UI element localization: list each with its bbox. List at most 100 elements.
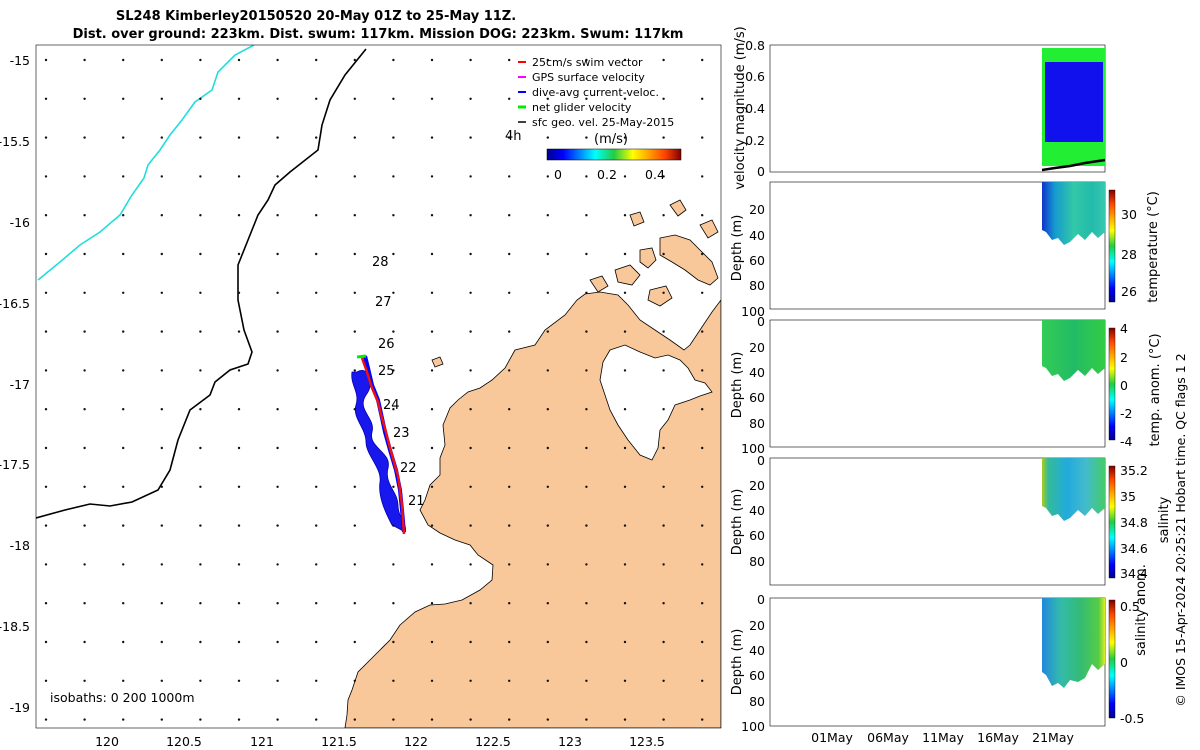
map-frame bbox=[35, 44, 722, 729]
temperature-section bbox=[1042, 182, 1105, 245]
geo-velocity-vector bbox=[83, 485, 86, 488]
temp-anomaly-panel: Depth (m) 0 20 40 60 80 100 -4 -2 0 2 4 bbox=[730, 314, 1133, 456]
geo-velocity-vector bbox=[237, 640, 241, 644]
geo-velocity-vector bbox=[546, 408, 549, 411]
geo-velocity-vector bbox=[122, 214, 125, 217]
geo-velocity-vector bbox=[392, 524, 395, 527]
geo-velocity-vector bbox=[430, 252, 434, 256]
geo-velocity-vector bbox=[508, 291, 511, 294]
geo-velocity-vector bbox=[662, 97, 665, 101]
geo-velocity-vector bbox=[237, 291, 241, 294]
geo-velocity-vector bbox=[623, 252, 627, 256]
geo-velocity-vector bbox=[508, 136, 511, 139]
geo-velocity-vector bbox=[546, 563, 549, 566]
geo-velocity-vector bbox=[199, 175, 202, 178]
geo-velocity-vector bbox=[353, 718, 356, 721]
geo-velocity-vector bbox=[662, 175, 665, 178]
geo-velocity-vector bbox=[315, 640, 318, 644]
geo-velocity-vector bbox=[160, 175, 163, 178]
geo-velocity-vector bbox=[276, 58, 279, 62]
geo-velocity-vector bbox=[353, 214, 356, 217]
geo-velocity-vector bbox=[469, 485, 472, 488]
salinity-anomaly-colorbar-ticks: -0.5 0 0.5 bbox=[1120, 599, 1144, 726]
y-tick: 40 bbox=[749, 228, 765, 243]
geo-velocity-vector bbox=[430, 524, 434, 527]
geo-velocity-vector bbox=[315, 214, 318, 217]
geo-velocity-vector bbox=[276, 97, 279, 101]
geo-velocity-vector bbox=[199, 563, 202, 566]
day-label: 22 bbox=[400, 461, 417, 476]
geo-velocity-vector bbox=[585, 524, 588, 527]
temp-anomaly-clabel: temp. anom. (°C) bbox=[1148, 333, 1163, 446]
geo-velocity-vector bbox=[160, 602, 163, 605]
y-tick: 20 bbox=[749, 618, 765, 633]
time-tick: 16May bbox=[977, 730, 1019, 745]
c-tick: 26 bbox=[1121, 284, 1137, 299]
geo-velocity-vector bbox=[122, 369, 125, 372]
geo-velocity-vector bbox=[430, 97, 434, 101]
geo-velocity-vector bbox=[508, 563, 511, 566]
geo-velocity-vector bbox=[160, 563, 163, 566]
geo-velocity-vector bbox=[392, 602, 395, 605]
y-tick: -15 bbox=[10, 53, 30, 68]
c-tick: 35 bbox=[1120, 489, 1136, 504]
geo-velocity-vector bbox=[83, 679, 86, 682]
geo-velocity-vector bbox=[199, 252, 202, 256]
geo-velocity-vector bbox=[585, 602, 588, 605]
geo-velocity-vector bbox=[83, 291, 86, 294]
y-tick: 0.2 bbox=[745, 133, 765, 148]
geo-velocity-vector bbox=[701, 136, 704, 139]
geo-velocity-vector bbox=[508, 524, 511, 527]
geo-velocity-vector bbox=[469, 58, 472, 62]
geo-velocity-vector bbox=[662, 369, 665, 372]
geo-velocity-vector bbox=[276, 679, 279, 682]
y-tick: 20 bbox=[749, 478, 765, 493]
geo-velocity-vector bbox=[392, 718, 395, 721]
geo-velocity-vector bbox=[160, 446, 163, 450]
time-tick: 06May bbox=[867, 730, 909, 745]
geo-velocity-vector bbox=[508, 718, 511, 721]
geo-velocity-vector bbox=[44, 252, 48, 256]
salinity-anomaly-y-axis: 0 20 40 60 80 100 bbox=[741, 592, 765, 734]
geo-velocity-vector bbox=[469, 252, 472, 256]
y-tick: 40 bbox=[749, 365, 765, 380]
geo-velocity-vector bbox=[585, 718, 588, 721]
legend-label: sfc geo. vel. 25-May-2015 bbox=[532, 116, 674, 129]
geo-velocity-vector bbox=[83, 136, 86, 139]
geo-velocity-vector bbox=[160, 136, 163, 139]
velocity-ylabel: velocity magnitude (m/s) bbox=[733, 26, 748, 189]
geo-velocity-vector bbox=[623, 718, 627, 721]
geo-velocity-vector bbox=[83, 97, 86, 101]
geo-velocity-vector bbox=[83, 214, 86, 217]
x-tick: 122 bbox=[404, 734, 428, 749]
y-tick: 0.8 bbox=[745, 38, 765, 53]
geo-velocity-vector bbox=[469, 214, 472, 217]
geo-velocity-vector bbox=[585, 640, 588, 644]
geo-velocity-vector bbox=[44, 175, 48, 178]
geo-velocity-vector bbox=[508, 97, 511, 101]
geo-velocity-vector bbox=[122, 408, 125, 411]
geo-velocity-vector bbox=[469, 718, 472, 721]
c-tick: -2 bbox=[1120, 406, 1132, 421]
geo-velocity-vector bbox=[546, 602, 549, 605]
time-tick: 21May bbox=[1032, 730, 1074, 745]
geo-velocity-vector bbox=[585, 58, 588, 62]
y-tick: 60 bbox=[749, 390, 765, 405]
geo-velocity-vector bbox=[392, 563, 395, 566]
geo-velocity-vector bbox=[122, 58, 125, 62]
geo-velocity-vector bbox=[430, 679, 434, 682]
geo-velocity-vector bbox=[585, 136, 588, 139]
geo-velocity-vector bbox=[392, 175, 395, 178]
geo-velocity-vector bbox=[662, 291, 665, 294]
dive-current-trace bbox=[1045, 62, 1103, 142]
geo-velocity-vector bbox=[469, 524, 472, 527]
salinity-clabel: salinity bbox=[1157, 496, 1172, 543]
geo-velocity-vector bbox=[160, 640, 163, 644]
geo-velocity-vector bbox=[160, 679, 163, 682]
geo-velocity-vector bbox=[662, 58, 665, 62]
title-line-2: Dist. over ground: 223km. Dist. swum: 11… bbox=[73, 27, 684, 42]
x-tick: 121 bbox=[250, 734, 274, 749]
geo-velocity-vector bbox=[44, 485, 48, 488]
geo-velocity-vector bbox=[315, 175, 318, 178]
